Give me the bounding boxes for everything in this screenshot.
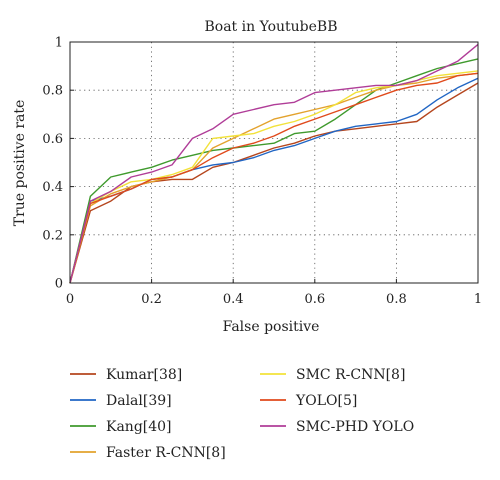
legend-label: SMC-PHD YOLO	[296, 419, 414, 435]
legend-label: SMC R-CNN[8]	[296, 367, 405, 383]
legend: Kumar[38] Dalal[39] Kang[40] Faster R-CNN[8…	[70, 367, 414, 461]
legend-label: Kumar[38]	[106, 367, 182, 383]
x-axis-label: False positive	[223, 319, 320, 335]
x-tick-label: 1	[474, 292, 482, 307]
y-tick-label: 0.6	[42, 132, 63, 147]
plot-frame	[69, 41, 479, 284]
legend-label: YOLO[5]	[295, 393, 357, 409]
y-tick-label: 1	[55, 36, 63, 51]
legend-label: Faster R-CNN[8]	[106, 445, 226, 461]
x-tick-label: 0.8	[386, 292, 407, 307]
x-tick-label: 0.4	[223, 292, 244, 307]
legend-label: Dalal[39]	[106, 393, 172, 409]
series-line-5	[69, 72, 479, 284]
x-tick-label: 0.2	[141, 292, 162, 307]
series-line-1	[69, 77, 479, 284]
y-axis-label: True positive rate	[12, 100, 28, 227]
y-tick-label: 0.8	[42, 84, 63, 99]
legend-label: Kang[40]	[106, 419, 172, 435]
series-lines	[69, 43, 479, 284]
x-tick-label: 0.6	[304, 292, 325, 307]
series-line-3	[69, 72, 479, 284]
y-tick-label: 0	[55, 277, 63, 292]
series-line-2	[69, 58, 479, 284]
y-tick-label: 0.2	[42, 228, 63, 243]
series-line-0	[69, 82, 479, 284]
x-tick-label: 0	[66, 292, 74, 307]
series-line-6	[69, 43, 479, 284]
chart-title: Boat in YoutubeBB	[204, 19, 337, 35]
y-tick-label: 0.4	[42, 180, 63, 195]
axis-ticks: 0 0.2 0.4 0.6 0.8 1 0 0.2 0.4 0.6 0.8 1	[42, 36, 482, 308]
grid	[70, 42, 478, 283]
